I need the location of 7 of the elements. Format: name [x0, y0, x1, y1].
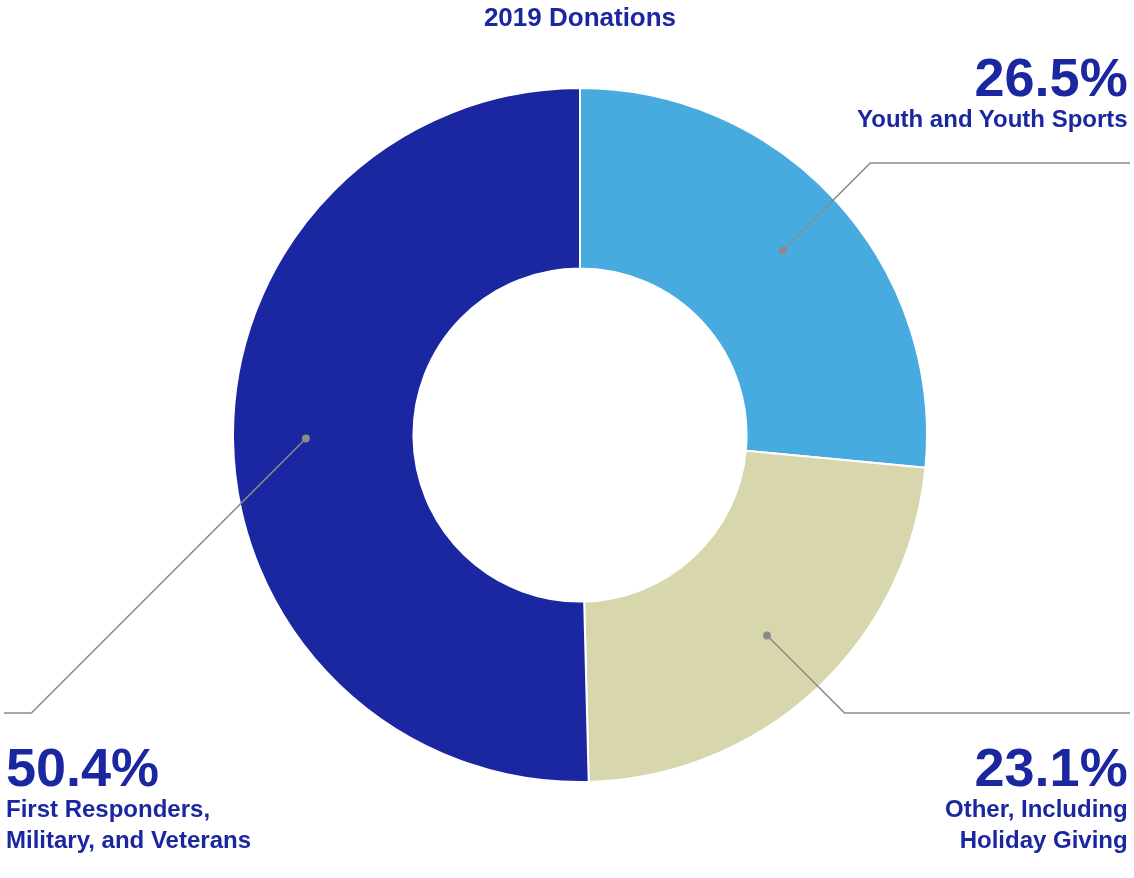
slice-label: First Responders, Military, and Veterans: [6, 795, 251, 854]
slice-label: Youth and Youth Sports: [857, 105, 1128, 133]
chart-title: 2019 Donations: [483, 2, 677, 33]
data-label: 50.4%: [6, 737, 160, 797]
data-label: 23.1%: [974, 737, 1128, 797]
slice-label: Other, Including Holiday Giving: [945, 795, 1128, 854]
data-label: 26.5%: [974, 47, 1128, 107]
